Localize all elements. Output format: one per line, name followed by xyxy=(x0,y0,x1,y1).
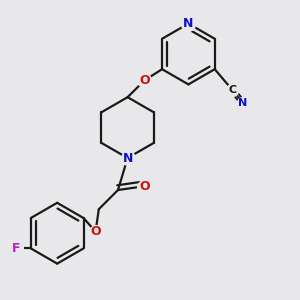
Text: N: N xyxy=(238,98,248,108)
Text: C: C xyxy=(228,85,236,95)
Text: O: O xyxy=(139,180,150,193)
Text: F: F xyxy=(12,242,20,255)
Text: N: N xyxy=(122,152,133,164)
Text: O: O xyxy=(139,74,150,87)
Text: O: O xyxy=(90,225,101,238)
Text: N: N xyxy=(183,17,194,30)
